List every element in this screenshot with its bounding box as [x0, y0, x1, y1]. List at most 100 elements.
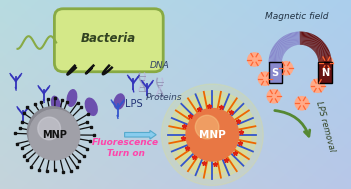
- Circle shape: [195, 115, 219, 139]
- Text: LPS: LPS: [125, 99, 142, 109]
- Ellipse shape: [67, 89, 77, 107]
- Wedge shape: [269, 58, 282, 61]
- Wedge shape: [284, 35, 291, 47]
- Wedge shape: [318, 62, 332, 63]
- Wedge shape: [318, 58, 331, 61]
- Wedge shape: [301, 32, 303, 45]
- Wedge shape: [316, 46, 327, 54]
- Wedge shape: [311, 38, 320, 49]
- Wedge shape: [271, 50, 284, 56]
- Ellipse shape: [51, 96, 61, 114]
- Circle shape: [161, 84, 263, 185]
- Wedge shape: [315, 45, 327, 53]
- Wedge shape: [293, 32, 297, 45]
- Wedge shape: [303, 32, 306, 45]
- Wedge shape: [299, 32, 301, 45]
- Circle shape: [27, 107, 78, 157]
- Wedge shape: [313, 40, 323, 50]
- Wedge shape: [276, 42, 286, 52]
- Wedge shape: [270, 52, 283, 57]
- Wedge shape: [277, 40, 287, 50]
- Wedge shape: [318, 56, 331, 59]
- Wedge shape: [287, 34, 293, 46]
- Wedge shape: [275, 43, 286, 52]
- Wedge shape: [269, 62, 282, 63]
- Wedge shape: [315, 44, 326, 53]
- Text: DNA: DNA: [150, 61, 170, 70]
- Wedge shape: [313, 41, 324, 51]
- Wedge shape: [278, 40, 288, 50]
- Wedge shape: [307, 34, 313, 46]
- Text: MNP: MNP: [199, 130, 226, 140]
- Circle shape: [42, 122, 63, 142]
- Wedge shape: [304, 32, 308, 45]
- FancyBboxPatch shape: [54, 9, 163, 72]
- Wedge shape: [296, 32, 298, 45]
- Ellipse shape: [113, 93, 125, 110]
- Circle shape: [29, 110, 80, 160]
- Circle shape: [267, 90, 280, 103]
- Wedge shape: [314, 43, 325, 52]
- Ellipse shape: [85, 98, 98, 116]
- Wedge shape: [316, 47, 328, 55]
- Wedge shape: [269, 57, 282, 60]
- Text: LPS removal: LPS removal: [313, 100, 336, 152]
- Circle shape: [174, 96, 251, 173]
- Wedge shape: [302, 32, 304, 45]
- Wedge shape: [269, 56, 282, 59]
- Circle shape: [320, 56, 333, 70]
- Text: MNP: MNP: [42, 130, 67, 140]
- Wedge shape: [297, 32, 299, 45]
- Wedge shape: [317, 53, 331, 58]
- Wedge shape: [309, 35, 316, 47]
- Wedge shape: [272, 47, 284, 55]
- Wedge shape: [308, 35, 315, 47]
- Circle shape: [248, 53, 261, 66]
- Wedge shape: [317, 52, 330, 57]
- Wedge shape: [318, 54, 331, 59]
- Wedge shape: [274, 44, 285, 53]
- Text: Fluorescence
Turn on: Fluorescence Turn on: [92, 138, 159, 158]
- Wedge shape: [289, 33, 294, 46]
- Wedge shape: [318, 60, 332, 62]
- Wedge shape: [281, 37, 290, 49]
- Wedge shape: [273, 45, 285, 53]
- Wedge shape: [294, 32, 298, 45]
- Circle shape: [38, 117, 60, 140]
- FancyArrow shape: [125, 130, 156, 139]
- Wedge shape: [271, 49, 284, 55]
- Circle shape: [168, 91, 256, 178]
- Circle shape: [258, 72, 272, 85]
- Wedge shape: [305, 33, 311, 46]
- Wedge shape: [307, 34, 314, 47]
- Wedge shape: [317, 51, 330, 57]
- Circle shape: [35, 114, 70, 149]
- Circle shape: [186, 108, 239, 161]
- Wedge shape: [291, 33, 296, 46]
- Wedge shape: [306, 33, 312, 46]
- Text: Bacteria: Bacteria: [81, 32, 137, 45]
- Circle shape: [279, 62, 293, 75]
- Wedge shape: [318, 57, 331, 60]
- Wedge shape: [273, 46, 285, 54]
- Text: Magnetic field: Magnetic field: [265, 12, 328, 21]
- Wedge shape: [280, 38, 289, 49]
- Wedge shape: [279, 39, 289, 50]
- Wedge shape: [269, 59, 282, 62]
- Text: Proteins: Proteins: [146, 93, 182, 102]
- Wedge shape: [286, 34, 293, 47]
- Wedge shape: [270, 54, 283, 59]
- Circle shape: [311, 79, 324, 92]
- Wedge shape: [311, 37, 319, 49]
- Wedge shape: [270, 53, 283, 58]
- Wedge shape: [310, 36, 317, 48]
- Wedge shape: [303, 32, 307, 45]
- Wedge shape: [316, 49, 329, 55]
- Text: S: S: [272, 68, 279, 78]
- FancyBboxPatch shape: [269, 62, 282, 83]
- Circle shape: [295, 97, 309, 110]
- Wedge shape: [318, 59, 332, 62]
- Wedge shape: [292, 32, 296, 45]
- Text: N: N: [321, 68, 329, 78]
- Wedge shape: [298, 32, 300, 45]
